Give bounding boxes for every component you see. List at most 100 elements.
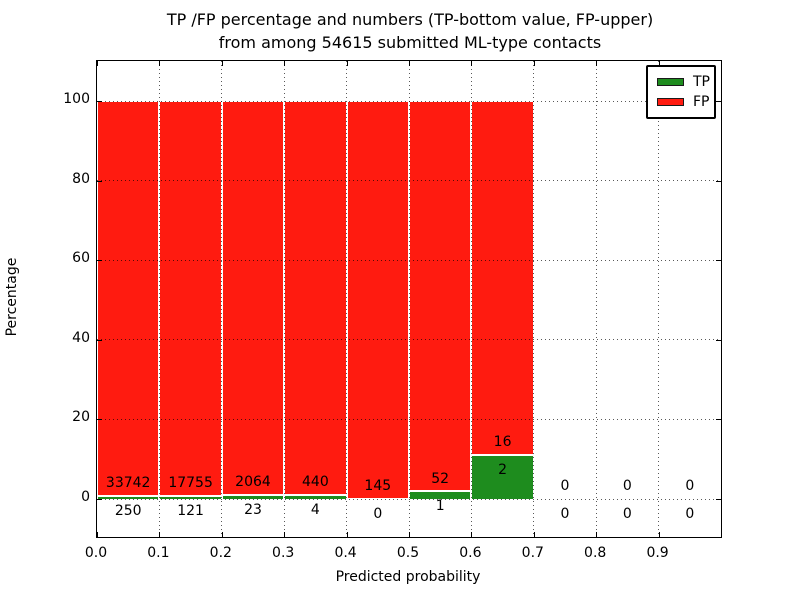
y-tick-left <box>97 339 102 341</box>
x-tick-label: 0.3 <box>272 545 295 561</box>
y-tick-left <box>97 260 102 262</box>
annotation-tp-count: 0 <box>560 505 570 522</box>
chart-title-line2: from among 54615 submitted ML-type conta… <box>218 33 602 52</box>
x-tick-top <box>97 61 98 66</box>
legend-label: FP <box>693 94 710 111</box>
bar-fp <box>221 101 285 495</box>
annotation-fp-count: 440 <box>302 474 329 491</box>
bar-tp <box>409 491 472 499</box>
x-tick-bottom <box>284 532 286 537</box>
x-tick-bottom <box>471 532 473 537</box>
gridline-vertical <box>658 61 660 537</box>
annotation-fp-count: 52 <box>431 470 450 487</box>
y-tick-right <box>716 419 721 421</box>
annotation-tp-count: 0 <box>373 505 383 522</box>
y-tick-left <box>97 499 102 500</box>
gridline-horizontal <box>97 498 721 500</box>
y-tick-label: 40 <box>72 329 90 346</box>
gridline-horizontal <box>97 100 721 102</box>
annotation-fp-count: 0 <box>685 478 695 495</box>
x-tick-top <box>658 61 660 66</box>
bar-tp <box>471 454 534 499</box>
y-axis-label: Percentage <box>4 257 20 337</box>
x-tick-bottom <box>409 532 410 537</box>
bar-fp <box>346 101 409 499</box>
gridline-vertical <box>346 61 348 537</box>
gridline-vertical <box>221 61 223 537</box>
y-tick-label: 0 <box>81 489 90 505</box>
bar-fp <box>471 101 534 455</box>
y-tick-left <box>97 101 102 102</box>
x-tick-top <box>471 61 473 66</box>
x-tick-label: 0.5 <box>396 545 420 561</box>
legend-item: FP <box>648 94 714 110</box>
y-tick-right <box>716 101 721 102</box>
y-tick-right <box>716 339 721 341</box>
gridline-horizontal <box>97 180 721 182</box>
annotation-tp-count: 4 <box>310 502 320 519</box>
x-tick-bottom <box>159 532 161 537</box>
annotation-tp-count: 0 <box>685 505 695 522</box>
chart-title: TP /FP percentage and numbers (TP-bottom… <box>15 8 800 54</box>
annotation-fp-count: 0 <box>560 478 570 495</box>
x-tick-top <box>409 61 410 66</box>
gridline-vertical <box>408 61 410 537</box>
chart-title-line1: TP /FP percentage and numbers (TP-bottom… <box>166 10 654 29</box>
annotation-tp-count: 121 <box>177 503 204 520</box>
bar-tp <box>97 496 160 499</box>
annotation-fp-count: 17755 <box>168 475 213 492</box>
y-tick-label: 100 <box>63 91 90 107</box>
x-tick-bottom <box>658 532 660 537</box>
y-tick-label: 60 <box>72 250 90 267</box>
x-tick-bottom <box>97 532 98 537</box>
gridline-vertical <box>533 61 535 537</box>
bar-fp <box>97 101 160 497</box>
annotation-fp-count: 2064 <box>235 473 271 490</box>
x-tick-label: 0.6 <box>459 545 482 561</box>
bar-tp <box>284 495 347 499</box>
annotation-tp-count: 0 <box>622 505 632 522</box>
legend: TP FP <box>646 65 716 119</box>
annotation-tp-count: 250 <box>114 502 142 519</box>
fp-swatch-icon <box>657 98 684 107</box>
legend-label: TP <box>693 73 710 90</box>
bar-fp <box>409 101 472 492</box>
y-tick-label: 80 <box>72 170 90 187</box>
gridline-horizontal <box>97 418 721 420</box>
bar-fp <box>284 101 347 496</box>
bar-tp <box>159 496 222 499</box>
gridline-vertical <box>470 61 472 537</box>
x-tick-label: 0.2 <box>209 545 232 561</box>
annotation-tp-count: 2 <box>498 461 508 478</box>
gridline-vertical <box>158 61 160 537</box>
x-tick-label: 0.7 <box>521 545 544 561</box>
annotation-tp-count: 23 <box>244 501 262 518</box>
legend-item: TP <box>648 74 714 90</box>
y-tick-right <box>716 180 721 182</box>
x-tick-top <box>221 61 223 66</box>
y-tick-left <box>97 419 102 421</box>
bar-fp <box>159 101 222 497</box>
x-tick-bottom <box>533 532 535 537</box>
x-axis-label: Predicted probability <box>335 569 481 585</box>
x-tick-label: 0.4 <box>334 545 357 561</box>
y-tick-right <box>716 499 721 500</box>
x-tick-bottom <box>221 532 223 537</box>
plot-area: TP FP 33742 250 17755 121 2064 23 440 4 145 0 52 1 16… <box>96 60 722 538</box>
annotation-tp-count: 1 <box>435 498 445 515</box>
gridline-vertical <box>595 61 597 537</box>
x-tick-label: 0.0 <box>84 545 108 561</box>
x-tick-label: 0.8 <box>584 545 607 561</box>
x-tick-top <box>284 61 286 66</box>
annotation-fp-count: 145 <box>364 478 392 495</box>
bar-tp <box>221 494 285 499</box>
x-tick-bottom <box>346 532 348 537</box>
tp-swatch-icon <box>657 77 684 86</box>
y-tick-right <box>716 260 721 262</box>
y-tick-label: 20 <box>72 409 90 426</box>
gridline-horizontal <box>97 339 721 341</box>
x-tick-top <box>346 61 348 66</box>
x-tick-label: 0.9 <box>646 545 669 561</box>
x-tick-top <box>533 61 535 66</box>
